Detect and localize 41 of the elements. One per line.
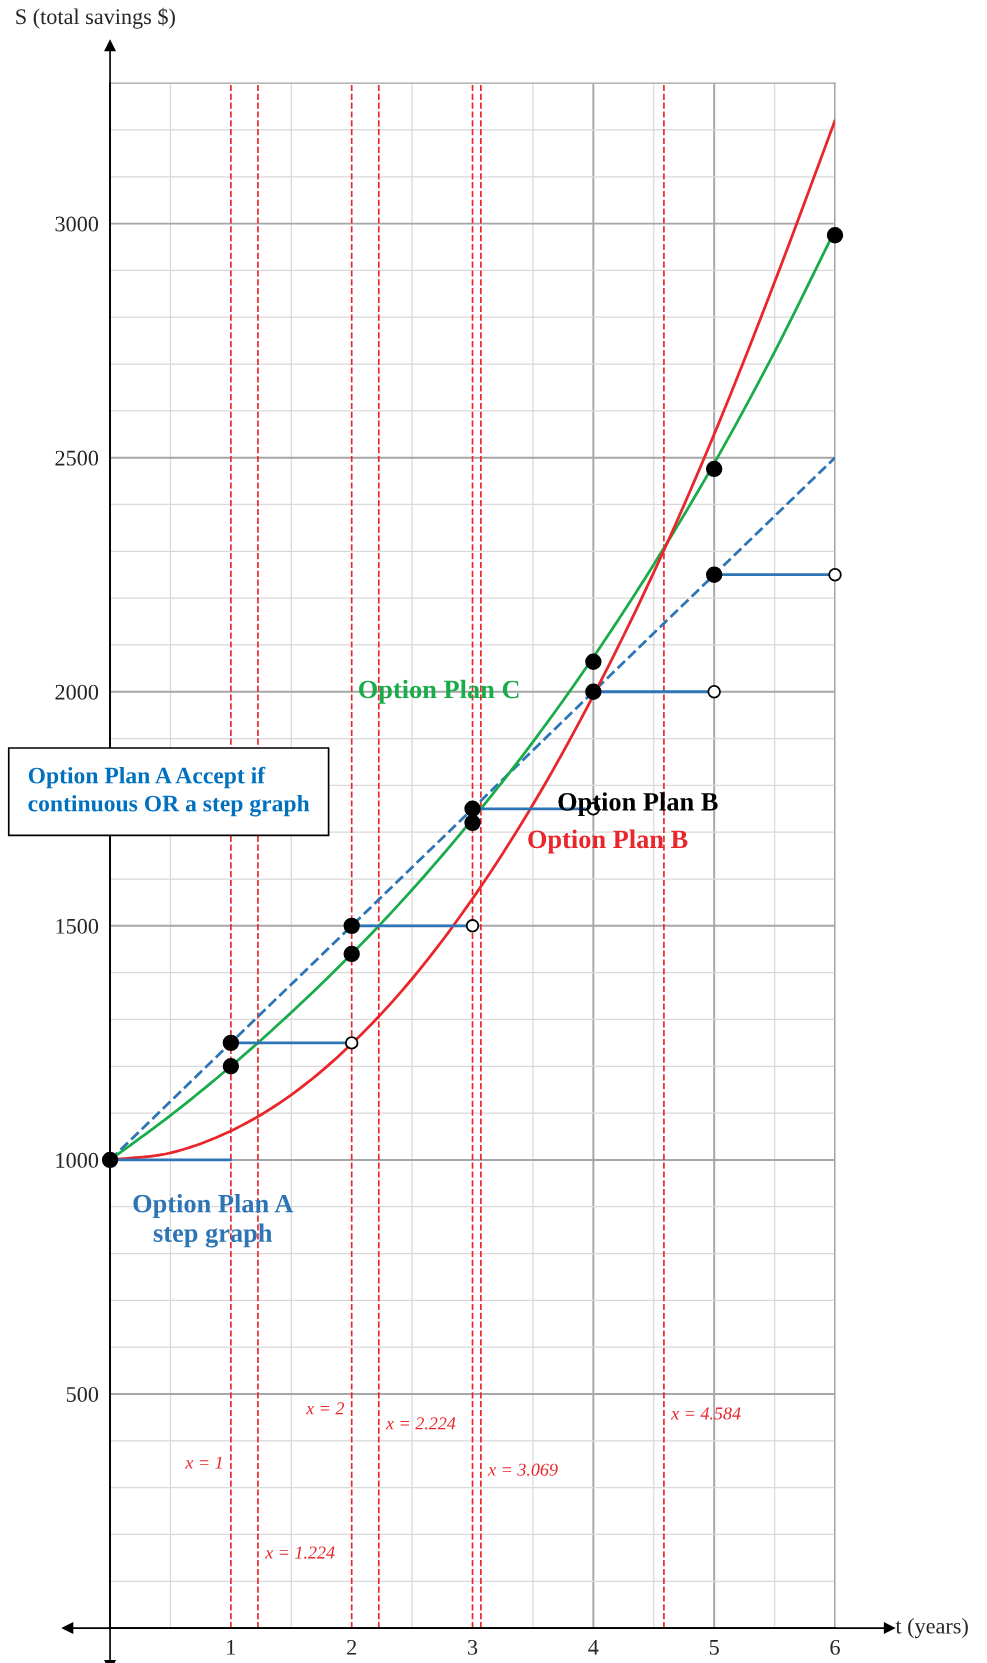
y-tick-label: 3000 [55,216,99,232]
point [826,227,844,244]
y-tick-label: 2500 [55,450,99,466]
point [585,683,602,700]
point [705,566,723,583]
point [585,653,602,670]
point [343,917,360,935]
x-tick-label: 2 [347,1639,357,1655]
point [222,1058,240,1075]
ref-line-label: x = 1.224 [264,1546,335,1559]
x-axis-title: t (years) [895,1617,968,1639]
point [464,800,481,817]
ref-line-label: x = 2 [305,1402,345,1415]
point [222,1034,240,1052]
x-tick-label: 1 [227,1639,236,1655]
point [707,685,721,699]
annotation: Option Plan C [359,679,519,704]
y-tick-label: 1000 [56,1152,99,1168]
point [705,460,723,478]
x-tick-label: 5 [709,1640,719,1655]
y-tick-label: 500 [66,1386,99,1402]
x-tick-label: 6 [830,1639,840,1655]
annotation: Option Plan A step graph [133,1194,294,1248]
ref-line-label: x = 1 [185,1456,222,1469]
ref-line-label: x = 2.224 [385,1417,456,1430]
annotation: Option Plan B [528,829,688,854]
x-tick-label: 4 [588,1639,599,1655]
point [101,1151,119,1169]
y-axis-title: S (total savings $) [16,7,175,29]
point [465,919,480,933]
ref-line-label: x = 3.069 [487,1463,558,1476]
ref-line-label: x = 4.584 [670,1407,741,1420]
y-tick-label: 2000 [55,684,99,700]
point [344,1036,359,1050]
annotation: Option Plan A Accept if continuous OR a step graph [28,766,310,817]
point [343,945,360,963]
y-tick-label: 1500 [56,918,99,934]
point [464,814,481,832]
annotation: Option Plan B [558,792,718,817]
x-tick-label: 3 [468,1639,478,1655]
point [828,568,842,582]
